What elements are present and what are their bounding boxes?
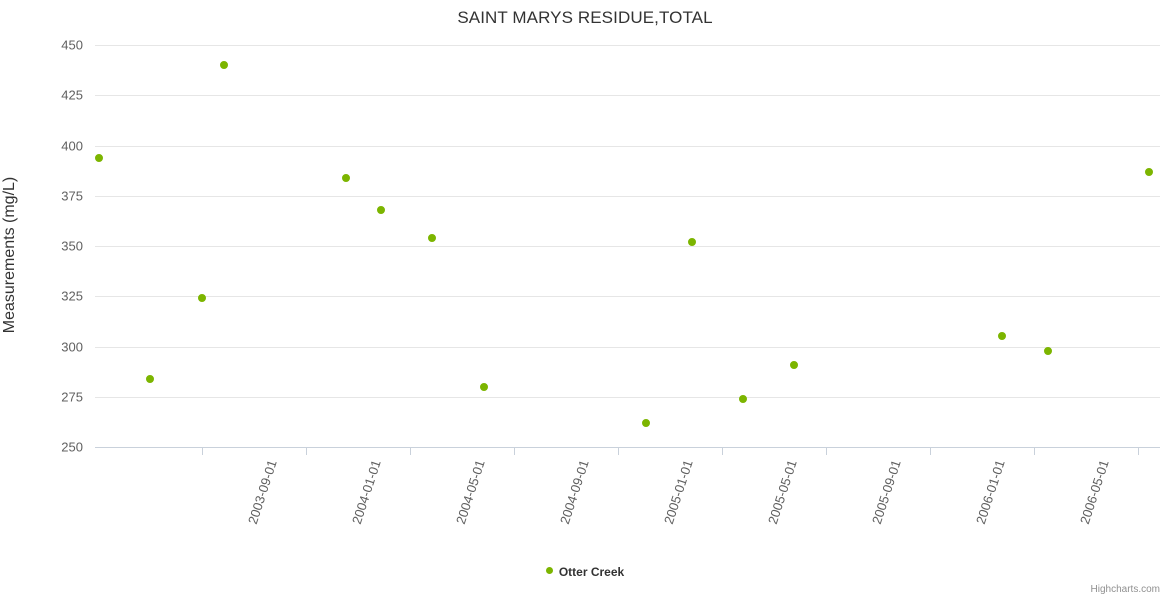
data-point[interactable] (146, 374, 154, 383)
data-point[interactable] (342, 173, 350, 182)
y-gridline (95, 45, 1160, 46)
x-tick-mark (306, 448, 307, 455)
x-tick-label: 2005-05-01 (764, 458, 800, 526)
y-gridline (95, 396, 1160, 398)
y-gridline (95, 346, 1160, 348)
data-point[interactable] (1044, 346, 1052, 355)
y-gridline (95, 296, 1160, 298)
x-tick-mark (410, 448, 411, 455)
y-tick-label: 300 (61, 339, 83, 354)
data-point[interactable] (1145, 167, 1153, 176)
x-tick-mark (514, 448, 515, 455)
circle-marker-icon (545, 567, 553, 575)
data-point[interactable] (739, 394, 747, 403)
credits-link[interactable]: Highcharts.com (1090, 584, 1160, 595)
y-tick-label: 425 (61, 87, 83, 103)
chart-title: SAINT MARYS RESIDUE,TOTAL (457, 8, 713, 27)
x-tick-label: 2004-09-01 (556, 458, 592, 526)
data-point[interactable] (377, 205, 385, 214)
x-tick-label: 2004-01-01 (348, 458, 384, 526)
y-gridline (95, 95, 1160, 97)
x-tick-label: 2006-05-01 (1076, 458, 1112, 526)
y-gridline (95, 145, 1160, 147)
y-tick-label: 375 (61, 188, 83, 204)
data-point[interactable] (688, 237, 696, 246)
x-tick-label: 2003-09-01 (244, 458, 280, 526)
x-tick-mark (722, 448, 723, 455)
y-tick-label: 400 (61, 138, 83, 153)
data-point[interactable] (220, 61, 228, 70)
x-tick-label: 2004-05-01 (452, 458, 488, 526)
x-tick-mark (826, 448, 827, 455)
x-tick-mark (930, 448, 931, 455)
x-tick-label: 2006-01-01 (972, 458, 1008, 526)
data-point[interactable] (428, 233, 436, 242)
y-tick-label: 275 (61, 389, 83, 405)
x-tick-label: 2005-09-01 (868, 458, 904, 526)
x-tick-mark (1034, 448, 1035, 455)
data-point[interactable] (95, 153, 103, 162)
y-tick-label: 250 (61, 439, 83, 455)
y-tick-label: 350 (61, 238, 83, 254)
data-point[interactable] (790, 360, 798, 369)
x-axis-line (95, 447, 1160, 448)
y-gridline (95, 246, 1160, 247)
plot-area (95, 45, 1160, 448)
y-tick-label: 325 (61, 288, 83, 304)
x-tick-mark (202, 448, 203, 455)
legend-item-label: Otter Creek (558, 564, 625, 579)
data-point[interactable] (998, 332, 1006, 341)
chart-legend: Otter Creek (0, 564, 1170, 579)
x-tick-mark (1138, 448, 1139, 455)
y-axis-title-holder: Measurements (mg/L) (0, 0, 30, 500)
y-gridline (95, 195, 1160, 197)
data-point[interactable] (642, 418, 650, 427)
data-point[interactable] (198, 294, 206, 303)
y-tick-label: 450 (61, 37, 83, 53)
x-tick-label: 2005-01-01 (660, 458, 696, 526)
x-tick-mark (618, 448, 619, 455)
data-point[interactable] (480, 382, 488, 391)
legend-item-otter-creek[interactable]: Otter Creek (545, 564, 625, 579)
y-axis-title: Measurements (mg/L) (1, 176, 18, 334)
